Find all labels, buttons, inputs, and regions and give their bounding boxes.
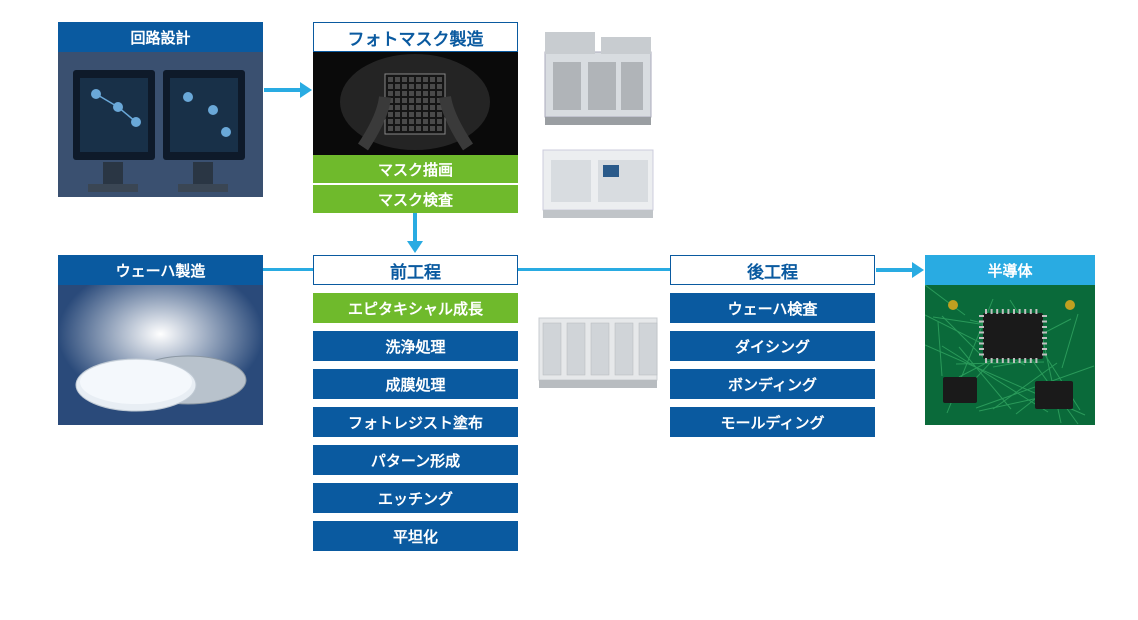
- label: フォトマスク製造: [348, 25, 484, 50]
- image-equipment-1: [533, 22, 663, 132]
- label: 洗浄処理: [385, 336, 445, 357]
- arrow-mask-to-front: [407, 213, 423, 253]
- label: ダイシング: [735, 336, 810, 357]
- label: マスク描画: [378, 159, 453, 180]
- arrow-circuit-to-photomask: [264, 82, 312, 98]
- node-planarize: 平坦化: [313, 521, 518, 551]
- label: ボンディング: [728, 374, 817, 395]
- label: 平坦化: [393, 526, 438, 547]
- label: 前工程: [390, 258, 441, 283]
- node-pattern: パターン形成: [313, 445, 518, 475]
- label: 後工程: [747, 258, 798, 283]
- node-bonding: ボンディング: [670, 369, 875, 399]
- node-wafer-mfg: ウェーハ製造: [58, 255, 263, 285]
- label: 回路設計: [130, 27, 190, 48]
- label: ウェーハ検査: [728, 298, 818, 319]
- label: フォトレジスト塗布: [348, 412, 483, 433]
- node-back-process: 後工程: [670, 255, 875, 285]
- node-clean: 洗浄処理: [313, 331, 518, 361]
- node-mask-inspect: マスク検査: [313, 185, 518, 213]
- node-photoresist: フォトレジスト塗布: [313, 407, 518, 437]
- node-semiconductor: 半導体: [925, 255, 1095, 285]
- label: ウェーハ製造: [116, 260, 206, 281]
- node-front-process: 前工程: [313, 255, 518, 285]
- node-epi-growth: エピタキシャル成長: [313, 293, 518, 323]
- label: モールディング: [721, 412, 825, 433]
- image-wafer: [58, 285, 263, 425]
- node-molding: モールディング: [670, 407, 875, 437]
- node-mask-draw: マスク描画: [313, 155, 518, 183]
- image-chip: [925, 285, 1095, 425]
- image-circuit-design: [58, 52, 263, 197]
- node-film: 成膜処理: [313, 369, 518, 399]
- label: 成膜処理: [385, 374, 445, 395]
- label: マスク検査: [378, 189, 453, 210]
- label: エッチング: [378, 488, 453, 509]
- node-wafer-inspect: ウェーハ検査: [670, 293, 875, 323]
- image-equipment-2: [533, 135, 663, 225]
- label: エピタキシャル成長: [348, 298, 483, 319]
- node-circuit-design: 回路設計: [58, 22, 263, 52]
- image-photomask: [313, 52, 518, 155]
- line-front-to-back: [518, 268, 670, 271]
- node-dicing: ダイシング: [670, 331, 875, 361]
- node-etching: エッチング: [313, 483, 518, 513]
- arrow-back-to-semiconductor: [876, 262, 924, 278]
- image-equipment-3: [533, 293, 663, 398]
- line-wafer-to-front: [263, 268, 313, 271]
- node-photomask-mfg: フォトマスク製造: [313, 22, 518, 52]
- label: パターン形成: [371, 450, 460, 471]
- label: 半導体: [987, 260, 1032, 281]
